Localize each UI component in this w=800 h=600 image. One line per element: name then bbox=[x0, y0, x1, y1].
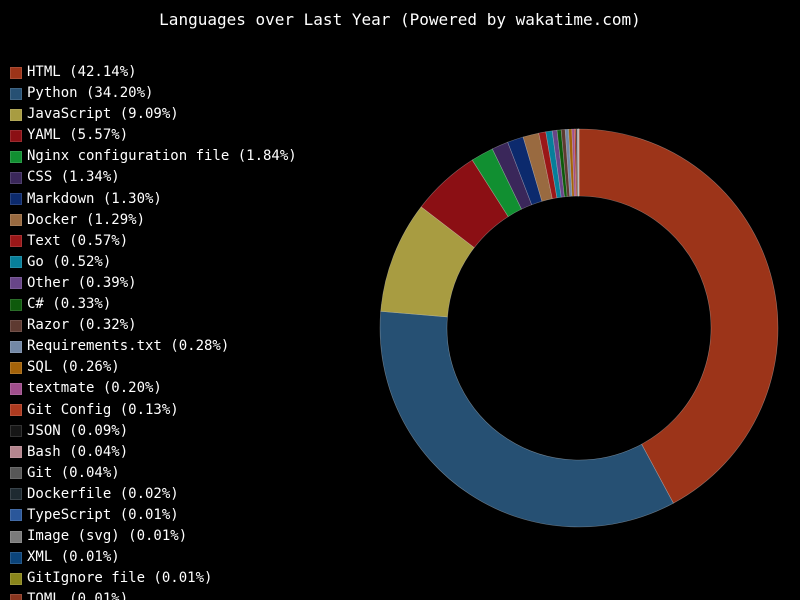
legend-swatch bbox=[10, 446, 22, 459]
legend-swatch bbox=[10, 551, 22, 564]
legend-swatch bbox=[10, 467, 22, 480]
legend-label: JSON (0.09%) bbox=[27, 422, 129, 439]
legend-swatch bbox=[10, 319, 22, 332]
legend-label: textmate (0.20%) bbox=[27, 380, 162, 397]
legend-swatch bbox=[10, 150, 22, 163]
legend-swatch bbox=[10, 382, 22, 395]
legend-swatch bbox=[10, 171, 22, 184]
pie-slice bbox=[507, 136, 543, 206]
pie-slice bbox=[538, 131, 558, 200]
legend-swatch bbox=[10, 298, 22, 311]
legend-label: Python (34.20%) bbox=[27, 85, 154, 102]
legend-label: Docker (1.29%) bbox=[27, 211, 146, 228]
legend-label: Text (0.57%) bbox=[27, 232, 129, 249]
legend-swatch bbox=[10, 425, 22, 438]
pie-slice bbox=[379, 311, 674, 528]
legend-label: SQL (0.26%) bbox=[27, 359, 120, 376]
pie-slice bbox=[420, 159, 509, 249]
legend-swatch bbox=[10, 193, 22, 206]
legend-swatch bbox=[10, 214, 22, 227]
pie-slice bbox=[571, 128, 577, 197]
legend-swatch bbox=[10, 87, 22, 100]
legend-swatch bbox=[10, 256, 22, 269]
pie-slice bbox=[574, 128, 578, 197]
pie-slice bbox=[575, 128, 579, 197]
legend-label: Requirements.txt (0.28%) bbox=[27, 338, 230, 355]
pie-slice bbox=[577, 128, 579, 197]
legend-label: Go (0.52%) bbox=[27, 253, 112, 270]
legend-label: GitIgnore file (0.01%) bbox=[27, 570, 213, 587]
legend-swatch bbox=[10, 593, 22, 600]
legend-label: JavaScript (9.09%) bbox=[27, 106, 179, 123]
pie-slice bbox=[380, 206, 475, 318]
legend-label: Dockerfile (0.02%) bbox=[27, 485, 179, 502]
pie-slice bbox=[560, 129, 571, 197]
legend-swatch bbox=[10, 509, 22, 522]
legend-swatch bbox=[10, 404, 22, 416]
legend-swatch bbox=[10, 530, 22, 543]
legend-label: Git (0.04%) bbox=[27, 464, 120, 481]
pie-slice bbox=[491, 141, 533, 210]
legend-swatch bbox=[10, 129, 22, 142]
legend-label: TOML (0.01%) bbox=[27, 591, 129, 600]
pie-slice bbox=[578, 128, 779, 504]
legend-label: XML (0.01%) bbox=[27, 549, 120, 566]
legend-label: C# (0.33%) bbox=[27, 296, 112, 313]
legend-swatch bbox=[10, 361, 22, 374]
chart-title: Languages over Last Year (Powered by wak… bbox=[159, 10, 641, 29]
legend-swatch bbox=[10, 66, 22, 79]
legend-label: Markdown (1.30%) bbox=[27, 190, 162, 207]
legend-label: YAML (5.57%) bbox=[27, 127, 129, 144]
legend-label: Nginx configuration file (1.84%) bbox=[27, 148, 297, 165]
legend-label: Razor (0.32%) bbox=[27, 317, 137, 334]
legend-label: Bash (0.04%) bbox=[27, 443, 129, 460]
legend-swatch bbox=[10, 340, 22, 353]
legend-swatch bbox=[10, 108, 22, 121]
legend-label: Image (svg) (0.01%) bbox=[27, 528, 188, 545]
legend-label: HTML (42.14%) bbox=[27, 64, 137, 80]
pie-slice bbox=[545, 130, 562, 199]
legend-label: CSS (1.34%) bbox=[27, 169, 120, 186]
legend-swatch bbox=[10, 235, 22, 248]
legend-swatch bbox=[10, 488, 22, 501]
pie-slice bbox=[568, 128, 575, 197]
legend-label: TypeScript (0.01%) bbox=[27, 506, 179, 523]
pie-slice bbox=[551, 129, 565, 198]
legend-swatch bbox=[10, 277, 22, 290]
legend-label: Other (0.39%) bbox=[27, 274, 137, 291]
legend-swatch bbox=[10, 572, 22, 585]
legend-label: Git Config (0.13%) bbox=[27, 401, 179, 418]
